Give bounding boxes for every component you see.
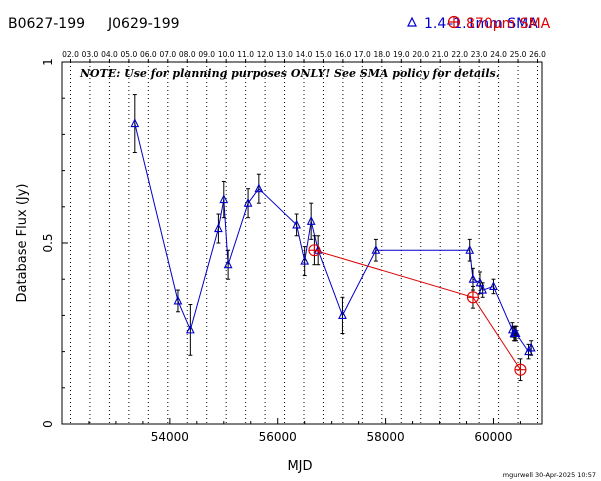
y-tick-label: 1 (41, 58, 55, 66)
y-axis-label: Database Flux (Jy) (15, 184, 30, 303)
top-tick-label: 19.0 (393, 50, 410, 59)
top-tick-label: 16.0 (335, 50, 352, 59)
data-point-band1 (511, 328, 521, 338)
top-tick-label: 20.0 (412, 50, 429, 59)
legend: 1.4–1.1mm SMA 870µm SMA (407, 15, 551, 32)
top-axis-labels: 02.0 03.0 04.0 05.0 06.0 07.0 08.0 09.0 10.0 11.0… (62, 50, 546, 62)
source-alias: J0629-199 (107, 16, 180, 32)
data-point-band1 (185, 324, 195, 334)
top-tick-label: 18.0 (373, 50, 390, 59)
legend-label-band1: 1.4–1.1mm SMA (424, 16, 538, 32)
y-tick-label: 0.5 (41, 233, 55, 252)
top-tick-label: 15.0 (315, 50, 332, 59)
top-tick-label: 11.0 (237, 50, 254, 59)
top-tick-label: 06.0 (140, 50, 157, 59)
data-point-band1 (214, 223, 223, 233)
data-point-band1 (254, 183, 264, 193)
data-point-band1 (173, 295, 183, 305)
legend-circle-plus-icon (447, 15, 461, 29)
top-tick-label: 26.0 (529, 50, 546, 59)
x-axis: 54000 56000 58000 60000 (88, 418, 521, 444)
y-axis: 00.51 (41, 58, 68, 428)
top-tick-label: 02.0 (62, 50, 79, 59)
top-tick-label: 09.0 (198, 50, 215, 59)
top-tick-label: 14.0 (296, 50, 313, 59)
data-point-band1 (465, 245, 475, 254)
legend-label-band2: 870µm SMA (466, 16, 551, 32)
data-point-band1 (371, 245, 381, 254)
source-name: B0627-199 (8, 16, 85, 32)
data-series (130, 94, 536, 382)
x-axis-label: MJD (287, 459, 312, 474)
data-point-band1 (300, 255, 310, 265)
top-tick-label: 25.0 (510, 50, 527, 59)
footer-credit: mgurwell 30-Apr-2025 10:57 (503, 471, 596, 479)
top-tick-label: 07.0 (159, 50, 176, 59)
data-point-band2 (514, 363, 527, 376)
data-point-band1 (223, 259, 233, 269)
x-tick-label: 60000 (474, 430, 512, 444)
data-point-band1 (243, 197, 253, 207)
top-tick-label: 10.0 (218, 50, 235, 59)
top-tick-label: 17.0 (354, 50, 371, 59)
data-point-band1 (292, 219, 301, 229)
data-point-band2 (308, 244, 321, 257)
top-tick-label: 03.0 (82, 50, 99, 59)
x-tick-label: 54000 (151, 430, 189, 444)
vertical-grid (70, 62, 538, 424)
data-point-band1 (130, 118, 140, 128)
data-point-band2 (466, 291, 480, 304)
data-point-band1 (478, 284, 488, 294)
top-tick-label: 23.0 (471, 50, 488, 59)
top-tick-label: 24.0 (490, 50, 507, 59)
y-tick-label: 0 (41, 420, 55, 428)
top-tick-label: 21.0 (432, 50, 449, 59)
data-point-band1 (306, 216, 316, 225)
top-tick-label: 05.0 (121, 50, 138, 59)
top-tick-label: 04.0 (101, 50, 118, 59)
top-tick-label: 13.0 (276, 50, 293, 59)
data-point-band1 (338, 310, 347, 319)
x-tick-label: 58000 (367, 430, 405, 444)
data-point-band1 (489, 281, 498, 290)
series-line-band1 (134, 123, 532, 353)
top-tick-label: 08.0 (179, 50, 196, 59)
legend-triangle-icon (407, 16, 417, 27)
data-point-band1 (468, 273, 478, 283)
x-tick-label: 56000 (259, 430, 297, 444)
data-point-band1 (219, 194, 229, 204)
top-tick-label: 12.0 (257, 50, 274, 59)
top-tick-label: 22.0 (451, 50, 468, 59)
data-point-band1 (526, 342, 536, 352)
planning-note: NOTE: Use for planning purposes ONLY! Se… (79, 67, 500, 80)
